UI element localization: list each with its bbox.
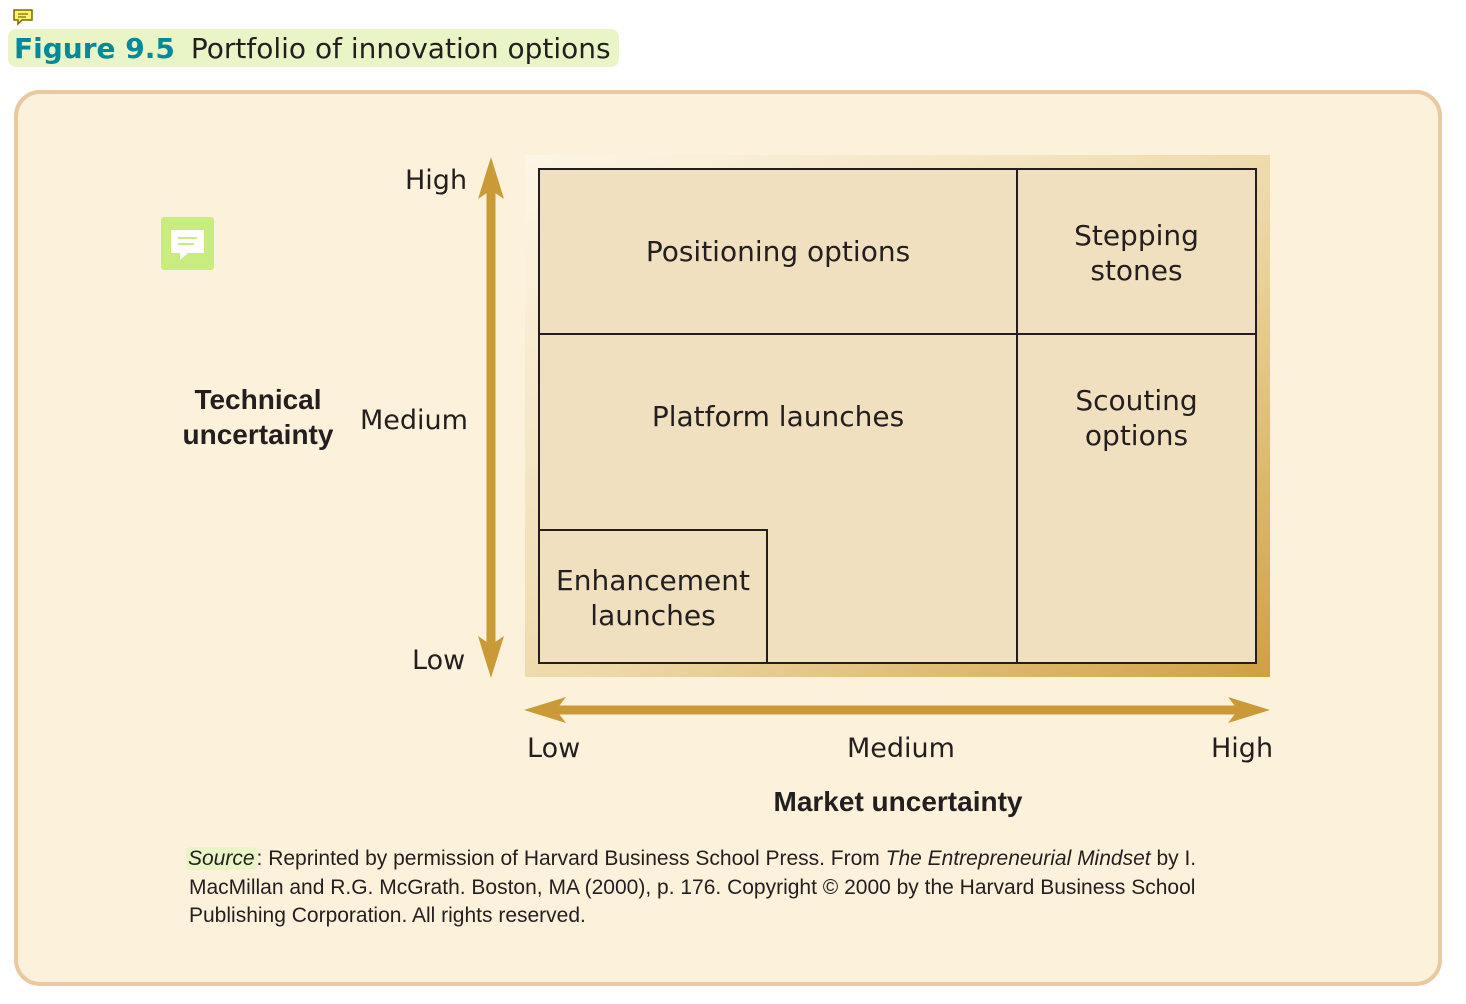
y-axis-title-line1: Technical bbox=[194, 384, 322, 415]
cell-enhancement-line1: Enhancement bbox=[556, 564, 750, 597]
source-book-title: The Entrepreneurial Mindset bbox=[885, 847, 1151, 870]
source-text-2: by I. MacMillan and R.G. McGrath. Boston… bbox=[189, 847, 1197, 927]
y-axis-title-line2: uncertainty bbox=[182, 419, 334, 450]
enhancement-cell bbox=[538, 529, 768, 664]
y-tick-high: High bbox=[405, 165, 468, 196]
cell-stepping-stones: Stepping stones bbox=[1017, 218, 1256, 288]
cell-stepping-line2: stones bbox=[1090, 254, 1183, 287]
y-axis-title: Technical uncertainty bbox=[178, 382, 338, 452]
cell-scouting-line2: options bbox=[1084, 419, 1189, 452]
market-uncertainty-arrow bbox=[524, 697, 1270, 723]
source-label: Source bbox=[186, 847, 257, 870]
x-tick-medium: Medium bbox=[847, 733, 955, 764]
x-axis-title: Market uncertainty bbox=[773, 786, 1023, 817]
note-icon[interactable] bbox=[161, 217, 214, 270]
x-tick-high: High bbox=[1211, 733, 1274, 764]
cell-enhancement-launches: Enhancement launches bbox=[539, 563, 767, 633]
comment-icon[interactable] bbox=[12, 8, 34, 26]
x-tick-low: Low bbox=[527, 733, 581, 764]
cell-scouting-options: Scouting options bbox=[1017, 383, 1256, 453]
technical-uncertainty-arrow bbox=[478, 157, 504, 678]
cell-enhancement-line2: launches bbox=[590, 599, 716, 632]
figure-title: Portfolio of innovation options bbox=[190, 31, 611, 65]
cell-scouting-line1: Scouting bbox=[1075, 384, 1198, 417]
source-text-1: : Reprinted by permission of Harvard Bus… bbox=[256, 847, 886, 870]
cell-stepping-line1: Stepping bbox=[1074, 219, 1199, 252]
figure-caption: Figure 9.5 Portfolio of innovation optio… bbox=[8, 29, 619, 67]
cell-platform-launches: Platform launches bbox=[651, 400, 905, 433]
figure-label: Figure 9.5 bbox=[14, 31, 175, 65]
y-tick-medium: Medium bbox=[360, 405, 468, 436]
source-note: Source: Reprinted by permission of Harva… bbox=[186, 845, 1239, 931]
y-tick-low: Low bbox=[412, 645, 466, 676]
cell-positioning-options: Positioning options bbox=[645, 235, 911, 268]
